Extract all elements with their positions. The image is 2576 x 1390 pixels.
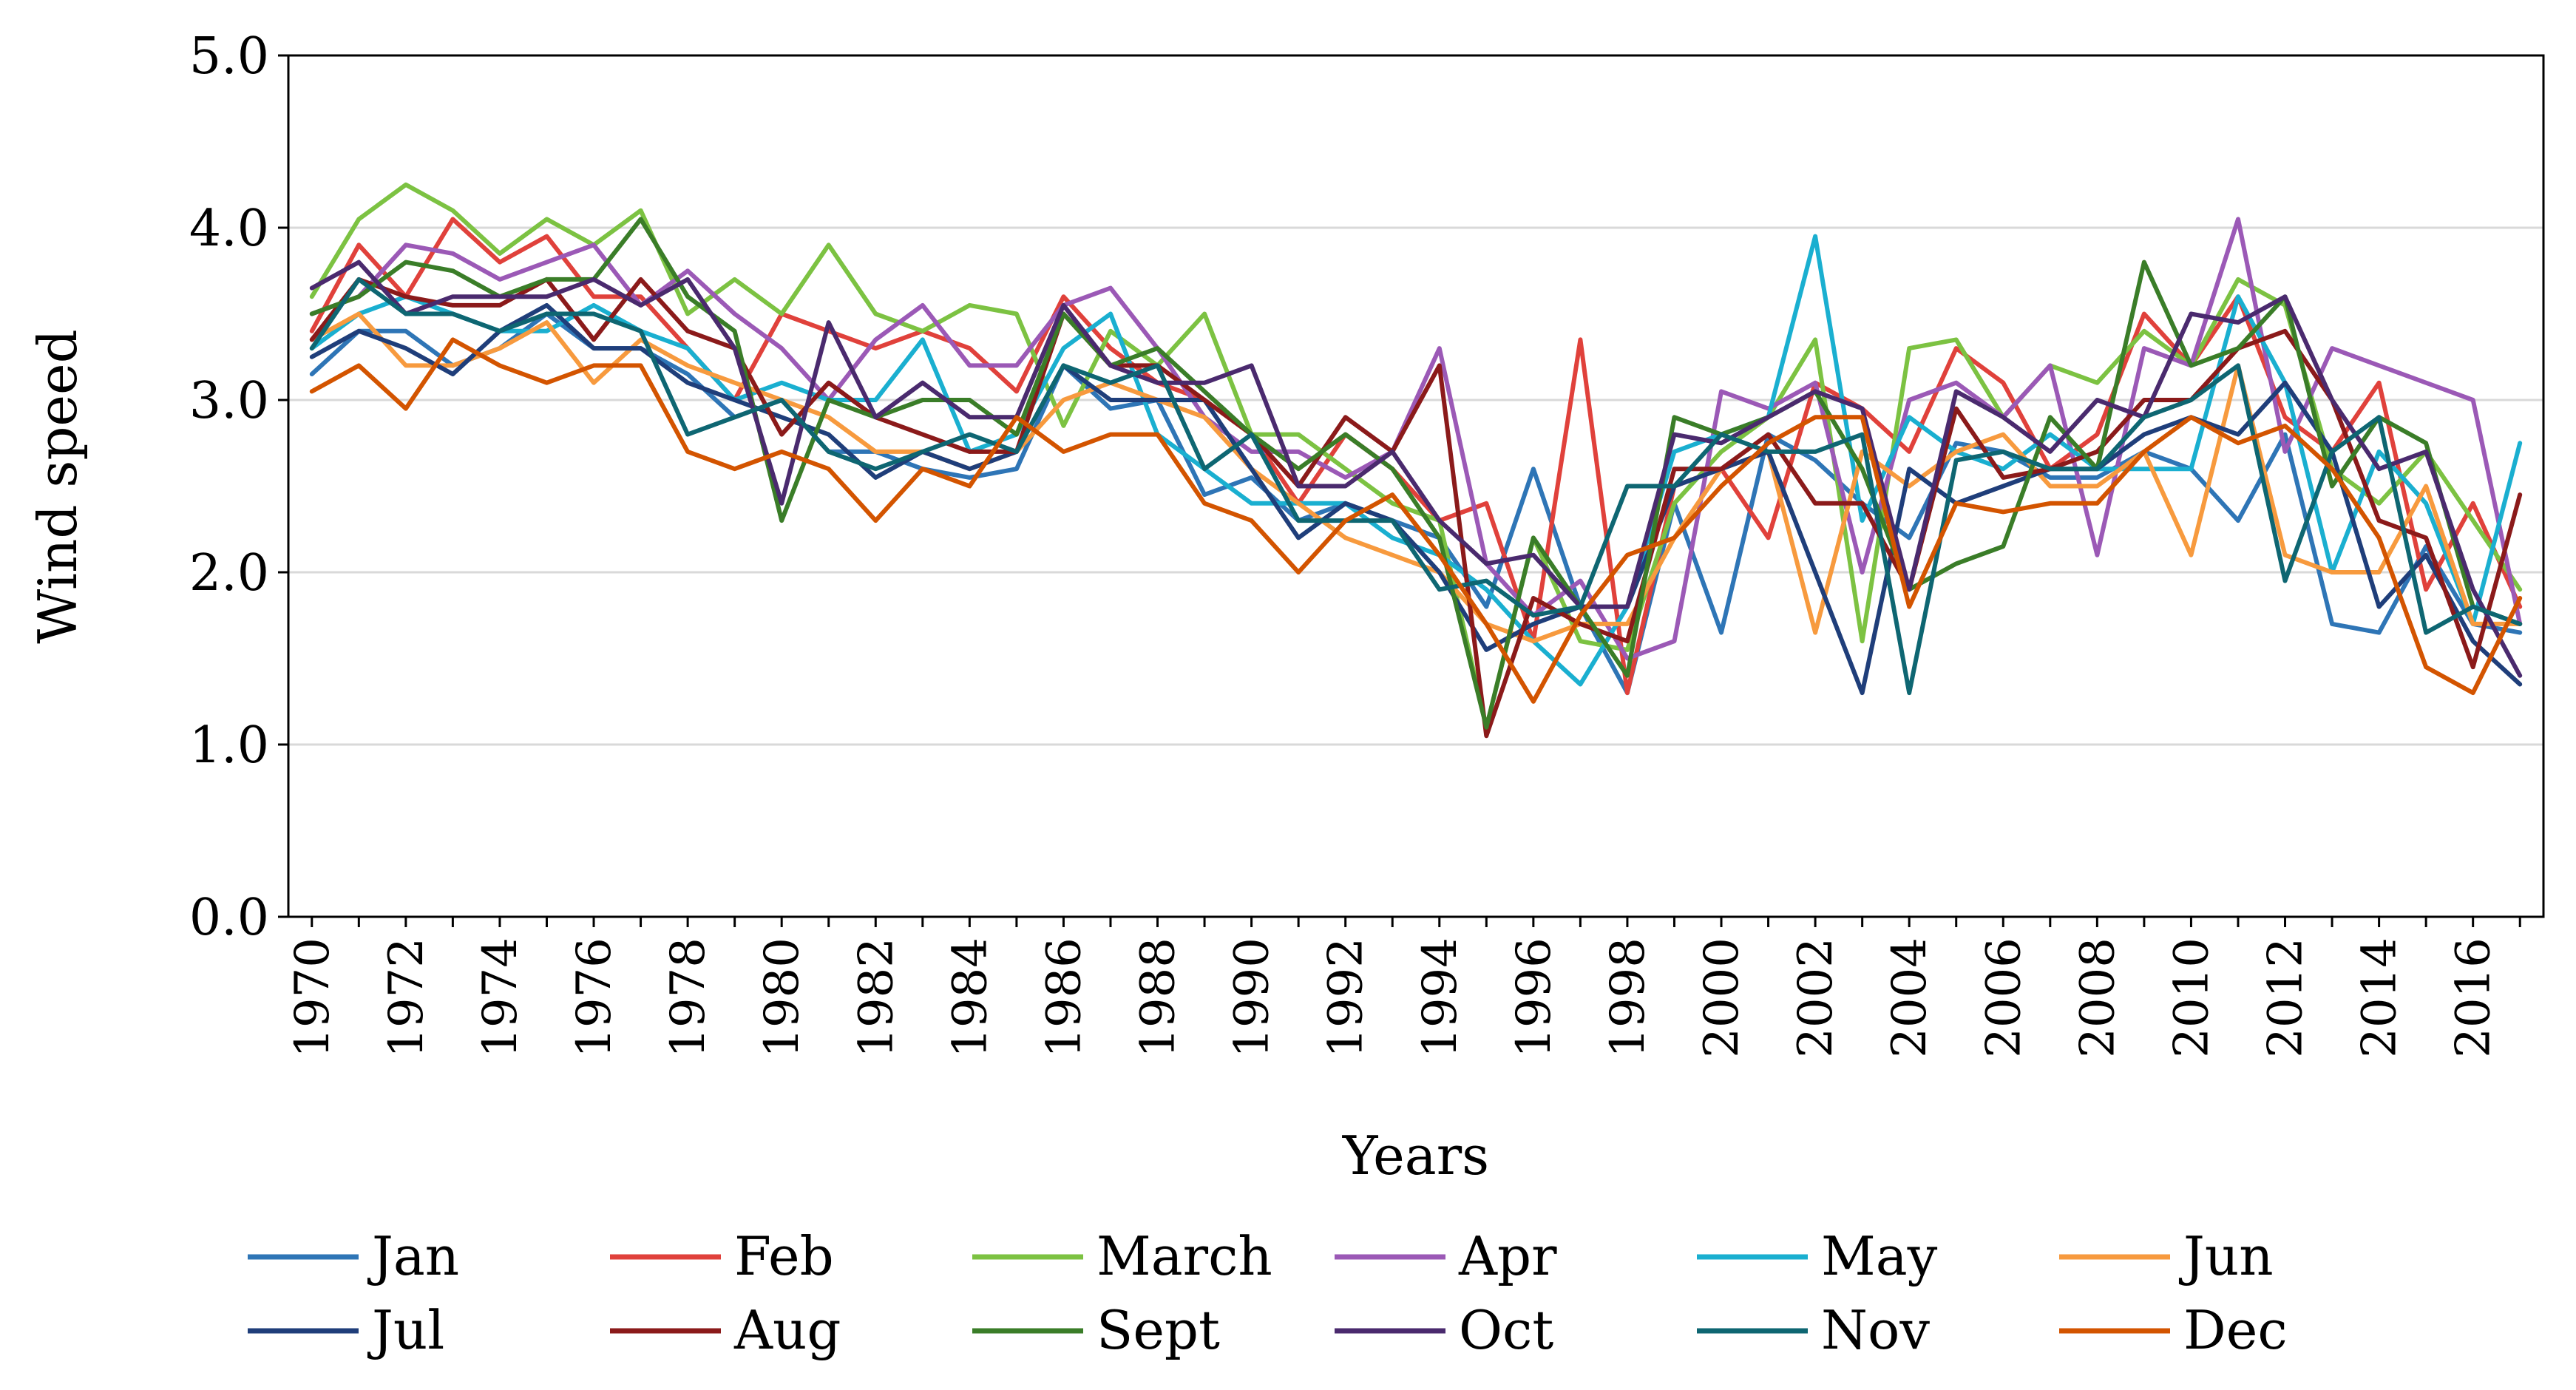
legend-label-aug: Aug: [733, 1299, 841, 1361]
plot-area-border: [287, 54, 2545, 918]
x-tick-label: 1994: [1413, 938, 1468, 1058]
series-line-apr: [309, 217, 2523, 661]
x-tick-label: 2000: [1695, 938, 1749, 1058]
series-lines: [309, 182, 2523, 739]
series-line-jan: [309, 311, 2523, 696]
legend-label-sept: Sept: [1097, 1299, 1220, 1361]
x-tick-label: 1990: [1225, 938, 1280, 1058]
x-tick-label: 2010: [2164, 938, 2219, 1058]
y-axis-ticks: 0.0 1.0 2.0 3.0 4.0 5.0: [189, 27, 288, 947]
x-tick-label: 1998: [1601, 938, 1655, 1058]
y-tick-label: 4.0: [189, 200, 269, 258]
series-line-dec: [309, 337, 2523, 704]
x-tick-label: 1986: [1037, 938, 1091, 1058]
x-tick-label: 1978: [661, 938, 716, 1058]
x-tick-label: 1992: [1319, 938, 1374, 1058]
legend-label-jan: Jan: [367, 1225, 459, 1287]
legend-label-oct: Oct: [1459, 1299, 1553, 1361]
series-line-march: [309, 182, 2523, 730]
x-tick-label: 2014: [2353, 938, 2407, 1058]
y-tick-label: 1.0: [189, 716, 269, 775]
legend-label-jul: Jul: [367, 1299, 444, 1361]
legend-label-march: March: [1097, 1225, 1272, 1287]
x-tick-label: 2016: [2447, 938, 2501, 1058]
legend-label-jun: Jun: [2178, 1225, 2274, 1287]
legend-label-dec: Dec: [2183, 1299, 2288, 1361]
x-tick-label: 1982: [849, 938, 904, 1058]
y-axis-label: Wind speed: [27, 329, 89, 643]
x-axis-ticks: 1970 1972 1974 1976 1978 1980 1982 1984 1986 1988…: [285, 917, 2521, 1058]
x-tick-label: 2008: [2070, 938, 2125, 1058]
x-tick-label: 1970: [285, 938, 340, 1058]
x-axis-label: Years: [1342, 1125, 1489, 1187]
x-tick-label: 2012: [2259, 938, 2314, 1058]
y-tick-label: 0.0: [189, 889, 269, 947]
legend-label-may: May: [1821, 1225, 1938, 1287]
legend: Jan Feb March Apr May Jun Jul Aug Sept Oct Nov Dec: [248, 1225, 2288, 1361]
x-tick-label: 1974: [473, 938, 528, 1058]
series-line-oct: [309, 260, 2523, 678]
x-tick-label: 1972: [379, 938, 434, 1058]
series-line-nov: [309, 277, 2523, 696]
x-tick-label: 2004: [1882, 938, 1937, 1058]
x-tick-label: 2006: [1976, 938, 2031, 1058]
x-tick-label: 1976: [567, 938, 622, 1058]
x-tick-label: 1980: [755, 938, 810, 1058]
x-tick-label: 1988: [1131, 938, 1186, 1058]
x-tick-label: 1996: [1507, 938, 1562, 1058]
legend-label-feb: Feb: [734, 1225, 834, 1287]
y-tick-label: 2.0: [189, 544, 269, 603]
series-line-jul: [309, 302, 2523, 696]
x-tick-label: 1984: [943, 938, 997, 1058]
x-tick-label: 2002: [1789, 938, 1843, 1058]
series-line-feb: [309, 217, 2523, 696]
y-tick-label: 5.0: [189, 27, 269, 86]
legend-label-apr: Apr: [1458, 1225, 1557, 1287]
series-line-jun: [309, 311, 2523, 644]
legend-label-nov: Nov: [1821, 1299, 1930, 1361]
y-tick-label: 3.0: [189, 372, 269, 430]
